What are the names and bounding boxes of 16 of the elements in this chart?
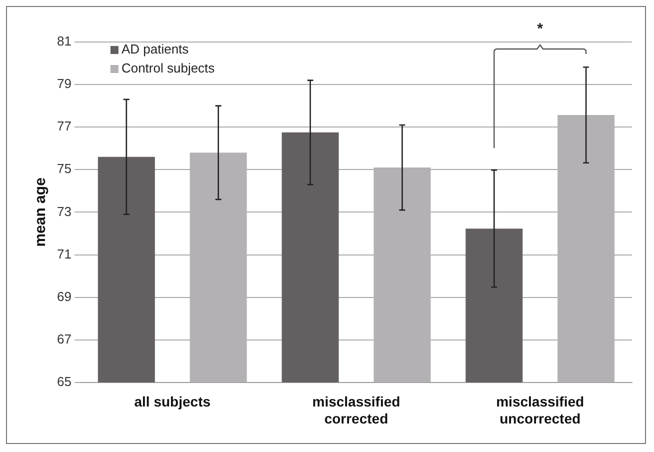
y-tick-label: 73 [56, 204, 72, 219]
y-tick-label: 81 [56, 34, 72, 49]
y-axis-title: mean age [32, 178, 50, 247]
y-tick-label: 71 [56, 246, 72, 262]
y-tick-label: 79 [56, 76, 72, 92]
y-tick-label: 75 [56, 161, 72, 176]
text: * [537, 20, 544, 38]
x-tick-label: misclassified uncorrected [496, 394, 584, 426]
x-tick-label: all subjects [134, 394, 211, 410]
y-tick-label: 67 [56, 331, 72, 346]
x-tick-label: misclassified corrected [312, 394, 400, 426]
y-tick-label: 65 [56, 374, 72, 389]
legend-label: Control subjects [121, 60, 216, 76]
legend-label: AD patients [121, 42, 190, 57]
y-tick-label: 69 [56, 288, 72, 304]
y-tick-label: 77 [56, 118, 72, 134]
